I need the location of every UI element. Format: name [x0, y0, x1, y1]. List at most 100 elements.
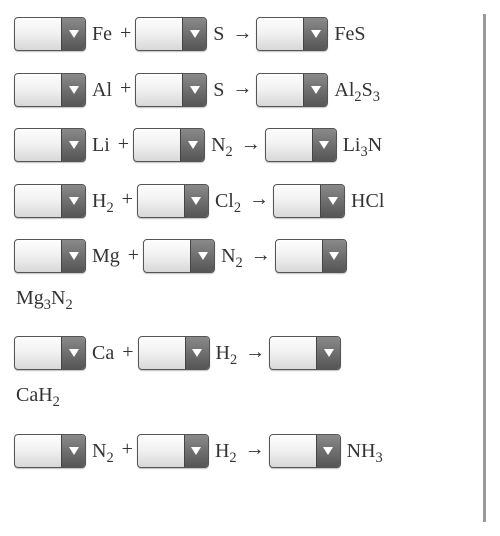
product-formula: FeS: [334, 15, 365, 53]
coefficient-dropdown[interactable]: [137, 434, 209, 468]
reactant-formula: Fe: [92, 15, 112, 53]
reactant-formula: N2: [221, 237, 243, 275]
plus-operator: +: [118, 133, 129, 155]
chevron-down-icon: [182, 18, 206, 50]
coefficient-field: [136, 18, 182, 50]
wrapped-product: Mg3N2: [16, 279, 475, 317]
product-formula: HCl: [351, 182, 384, 220]
equations-panel: Fe+S→FeSAl+S→Al2S3Li+N2→Li3NH2+Cl2→HClMg…: [14, 14, 486, 522]
plus-operator: +: [122, 438, 133, 460]
coefficient-field: [15, 240, 61, 272]
product-formula: Al2S3: [334, 71, 380, 109]
coefficient-field: [15, 129, 61, 161]
plus-operator: +: [120, 22, 131, 44]
product-formula: Mg3N2: [16, 287, 73, 309]
arrow-operator: →: [232, 22, 252, 44]
coefficient-field: [15, 435, 61, 467]
coefficient-dropdown[interactable]: [275, 239, 347, 273]
coefficient-dropdown[interactable]: [273, 184, 345, 218]
coefficient-dropdown[interactable]: [256, 73, 328, 107]
arrow-operator: →: [232, 77, 252, 99]
eq-al-s: Al+S→Al2S3: [14, 69, 475, 108]
chevron-down-icon: [61, 74, 85, 106]
eq-n-h: N2+H2→NH3: [14, 430, 475, 469]
coefficient-dropdown[interactable]: [135, 17, 207, 51]
chevron-down-icon: [61, 337, 85, 369]
reactant-formula: N2: [92, 432, 114, 470]
eq-ca-h: Ca+H2→CaH2: [14, 333, 475, 414]
coefficient-field: [138, 435, 184, 467]
arrow-operator: →: [249, 188, 269, 210]
coefficient-dropdown[interactable]: [138, 336, 210, 370]
product-formula: Li3N: [343, 126, 382, 164]
chevron-down-icon: [61, 185, 85, 217]
coefficient-field: [138, 185, 184, 217]
chevron-down-icon: [61, 435, 85, 467]
coefficient-dropdown[interactable]: [143, 239, 215, 273]
coefficient-field: [270, 337, 316, 369]
product-formula: NH3: [347, 432, 383, 470]
chevron-down-icon: [184, 185, 208, 217]
product-formula: CaH2: [16, 384, 60, 406]
coefficient-dropdown[interactable]: [269, 434, 341, 468]
coefficient-dropdown[interactable]: [135, 73, 207, 107]
coefficient-field: [139, 337, 185, 369]
coefficient-dropdown[interactable]: [256, 17, 328, 51]
reactant-formula: S: [213, 71, 224, 109]
eq-h-cl: H2+Cl2→HCl: [14, 180, 475, 219]
chevron-down-icon: [303, 74, 327, 106]
coefficient-dropdown[interactable]: [14, 184, 86, 218]
reactant-formula: Ca: [92, 334, 114, 372]
arrow-operator: →: [251, 244, 271, 266]
coefficient-dropdown[interactable]: [14, 128, 86, 162]
eq-mg-n: Mg + N2 → Mg3N2: [14, 236, 475, 317]
coefficient-field: [270, 435, 316, 467]
coefficient-dropdown[interactable]: [14, 336, 86, 370]
chevron-down-icon: [61, 129, 85, 161]
coefficient-field: [257, 74, 303, 106]
reactant-formula: H2: [215, 432, 237, 470]
reactant-formula: N2: [211, 126, 233, 164]
coefficient-field: [136, 74, 182, 106]
coefficient-dropdown[interactable]: [269, 336, 341, 370]
chevron-down-icon: [303, 18, 327, 50]
chevron-down-icon: [185, 337, 209, 369]
reactant-formula: Cl2: [215, 182, 241, 220]
coefficient-field: [15, 337, 61, 369]
chevron-down-icon: [190, 240, 214, 272]
coefficient-field: [15, 74, 61, 106]
coefficient-field: [257, 18, 303, 50]
reactant-formula: S: [213, 15, 224, 53]
plus-operator: +: [122, 341, 133, 363]
coefficient-field: [276, 240, 322, 272]
reactant-formula: H2: [92, 182, 114, 220]
arrow-operator: →: [241, 133, 261, 155]
chevron-down-icon: [184, 435, 208, 467]
chevron-down-icon: [322, 240, 346, 272]
coefficient-dropdown[interactable]: [265, 128, 337, 162]
chevron-down-icon: [61, 240, 85, 272]
eq-li-n: Li+N2→Li3N: [14, 125, 475, 164]
wrapped-product: CaH2: [16, 376, 475, 414]
chevron-down-icon: [180, 129, 204, 161]
coefficient-field: [274, 185, 320, 217]
coefficient-dropdown[interactable]: [14, 17, 86, 51]
plus-operator: +: [128, 244, 139, 266]
coefficient-field: [15, 185, 61, 217]
coefficient-dropdown[interactable]: [137, 184, 209, 218]
coefficient-dropdown[interactable]: [14, 73, 86, 107]
chevron-down-icon: [61, 18, 85, 50]
reactant-formula: H2: [216, 334, 238, 372]
chevron-down-icon: [320, 185, 344, 217]
coefficient-field: [134, 129, 180, 161]
coefficient-field: [266, 129, 312, 161]
coefficient-dropdown[interactable]: [133, 128, 205, 162]
coefficient-dropdown[interactable]: [14, 434, 86, 468]
coefficient-field: [144, 240, 190, 272]
plus-operator: +: [120, 77, 131, 99]
coefficient-dropdown[interactable]: [14, 239, 86, 273]
reactant-formula: Mg: [92, 237, 120, 275]
chevron-down-icon: [182, 74, 206, 106]
eq-fe-s: Fe + S → FeS: [14, 14, 475, 53]
chevron-down-icon: [312, 129, 336, 161]
